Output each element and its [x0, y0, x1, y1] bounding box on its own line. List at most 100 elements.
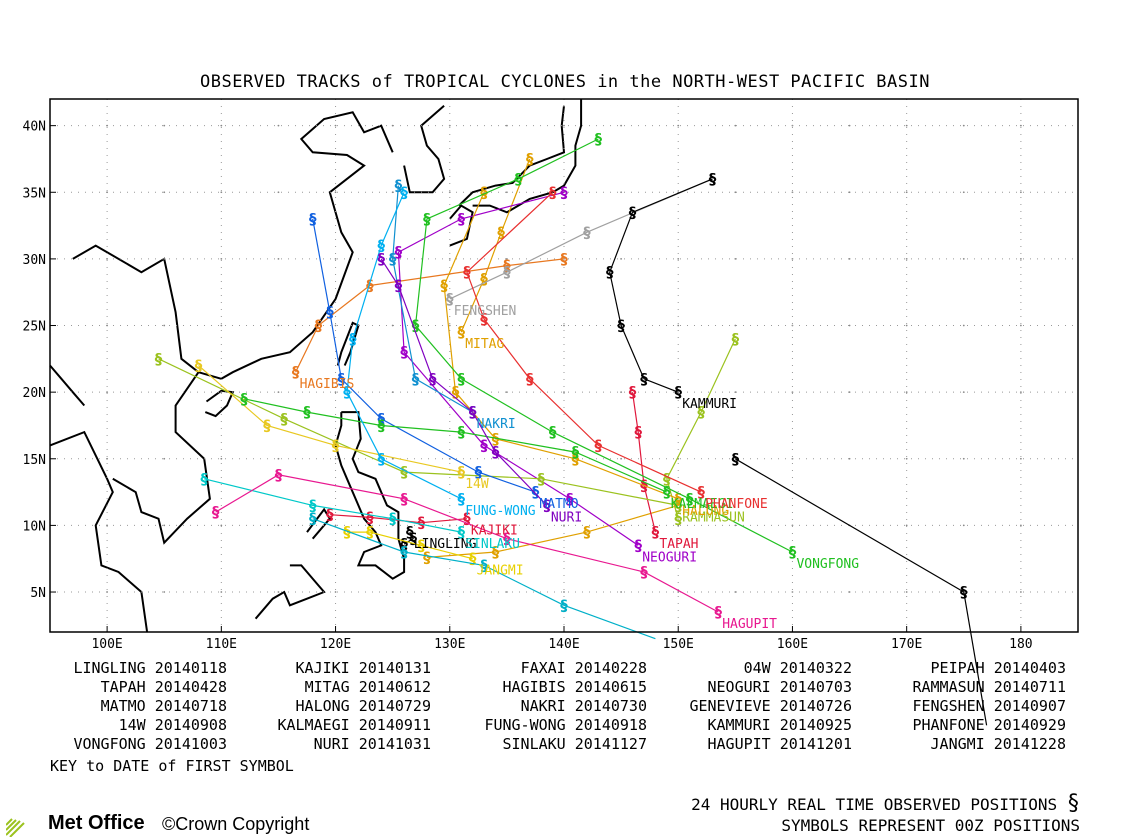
- legend-entry: TAPAH 20140428: [100, 678, 227, 696]
- grid-dot: [677, 124, 680, 127]
- storm-label: SINLAKU: [465, 537, 520, 552]
- cyclone-symbol-icon: §: [400, 183, 408, 201]
- cyclone-symbol-icon: §: [526, 150, 534, 168]
- cyclone-symbol-icon: §: [714, 603, 722, 621]
- grid-dot: [962, 457, 965, 460]
- grid-dot: [220, 524, 223, 527]
- cyclone-symbol-icon: §: [503, 257, 511, 275]
- coastline-segment: [449, 204, 474, 247]
- grid-dot: [620, 124, 623, 127]
- track-04w: §§§§: [309, 510, 656, 640]
- cyclone-symbol-icon: §: [326, 303, 334, 321]
- track-line: [204, 478, 462, 533]
- cyclone-symbol-icon: §: [349, 330, 357, 348]
- legend-entry: NURI 20141031: [313, 735, 431, 753]
- cyclone-symbol-icon: §: [292, 363, 300, 381]
- grid-dot: [1019, 591, 1022, 593]
- cyclone-symbol-icon: §: [409, 530, 417, 548]
- track-line: [426, 504, 679, 558]
- cyclone-symbol-icon: §: [457, 370, 465, 388]
- track-line: [329, 514, 467, 524]
- cyclone-symbol-icon: §: [343, 383, 351, 401]
- grid-dot: [163, 524, 166, 527]
- storm-label: MATMO: [539, 497, 578, 512]
- grid-dot: [734, 524, 737, 527]
- track-line: [295, 258, 565, 373]
- track-line: [198, 365, 462, 473]
- cyclone-symbol-icon: §: [417, 514, 425, 532]
- cyclone-symbol-icon: §: [377, 250, 385, 268]
- cyclone-symbol-icon: §: [309, 510, 317, 528]
- track-sinlaku: §§§§: [200, 470, 465, 541]
- grid-dot: [677, 591, 680, 593]
- track-line: [460, 158, 531, 333]
- storm-label: RAMMASUN: [682, 510, 745, 525]
- grid-dot: [905, 191, 908, 194]
- cyclone-symbol-icon: §: [400, 490, 408, 508]
- grid-dot: [277, 524, 280, 527]
- grid-dot: [277, 258, 280, 260]
- grid-dot: [848, 124, 851, 127]
- legend-entry: PEIPAH 20140403: [930, 659, 1066, 677]
- cyclone-symbol-icon: §: [212, 503, 220, 521]
- y-tick-label: 30N: [23, 253, 46, 268]
- storm-label: MITAG: [465, 337, 504, 352]
- grid-dot: [505, 524, 508, 527]
- cyclone-symbol-icon: §: [526, 370, 534, 388]
- cyclone-symbol-icon: §: [515, 170, 523, 188]
- storm-label: KAJIKI: [471, 524, 518, 539]
- cyclone-symbol-icon: §: [366, 277, 374, 295]
- cyclone-symbol-icon: §: [634, 536, 642, 554]
- cyclone-symbol-icon: §: [457, 523, 465, 541]
- cyclone-symbol-icon: §: [629, 383, 637, 401]
- grid-dot: [505, 324, 508, 327]
- y-tick-label: 35N: [23, 186, 46, 201]
- map-title: OBSERVED TRACKS of TROPICAL CYCLONES in …: [200, 72, 930, 92]
- grid-dot: [1019, 191, 1022, 194]
- track-matmo: §§§§§§: [309, 210, 540, 501]
- x-tick-label: 120E: [320, 637, 351, 652]
- coastline-segment: [204, 389, 235, 418]
- grid-dot: [334, 457, 337, 460]
- cyclone-symbol-icon: §: [1066, 791, 1080, 816]
- cyclone-symbol-icon: §: [583, 223, 591, 241]
- cyclone-symbol-icon: §: [537, 470, 545, 488]
- cyclone-symbol-icon: §: [309, 496, 317, 514]
- legend-entry: NEOGURI 20140703: [707, 678, 853, 696]
- cyclone-symbol-icon: §: [789, 543, 797, 561]
- legend-entry: PHANFONE 20140929: [912, 716, 1066, 734]
- grid-dot: [620, 524, 623, 527]
- grid-dot: [563, 591, 565, 593]
- cyclone-symbol-icon: §: [457, 323, 465, 341]
- grid-dot: [1019, 457, 1022, 460]
- cyclone-symbol-icon: §: [463, 510, 471, 528]
- grid-dot: [277, 591, 280, 593]
- grid-dot: [734, 391, 737, 394]
- track-genevieve: §§: [732, 450, 988, 726]
- cyclone-symbol-icon: §: [595, 436, 603, 454]
- grid-dot: [905, 591, 908, 593]
- storm-label: NURI: [551, 510, 582, 525]
- cyclone-symbol-icon: §: [652, 523, 660, 541]
- grid-dot: [334, 591, 337, 593]
- grid-dot: [905, 457, 908, 460]
- grid-dot: [220, 324, 223, 327]
- cyclone-symbol-icon: §: [309, 210, 317, 228]
- cyclone-symbol-icon: §: [543, 496, 551, 514]
- coastline-segment: [49, 364, 86, 407]
- cyclone-symbol-icon: §: [480, 436, 488, 454]
- cyclone-symbol-icon: §: [480, 556, 488, 574]
- cyclone-symbol-icon: §: [240, 390, 248, 408]
- x-tick-label: 170E: [891, 637, 922, 652]
- track-hagupit: §§§§§§: [212, 466, 723, 621]
- coastline-segment: [334, 411, 406, 580]
- track-line: [346, 192, 462, 500]
- coastline-segment: [198, 111, 394, 380]
- legend-entry: RAMMASUN 20140711: [912, 678, 1066, 696]
- legend-entry: 04W 20140322: [743, 659, 852, 677]
- x-tick-label: 130E: [434, 637, 465, 652]
- track-halong: § § § § § §: [440, 183, 682, 507]
- legend-entry: FENGSHEN 20140907: [912, 697, 1066, 715]
- grid-dot: [962, 258, 965, 260]
- cyclone-symbol-icon: §: [674, 383, 682, 401]
